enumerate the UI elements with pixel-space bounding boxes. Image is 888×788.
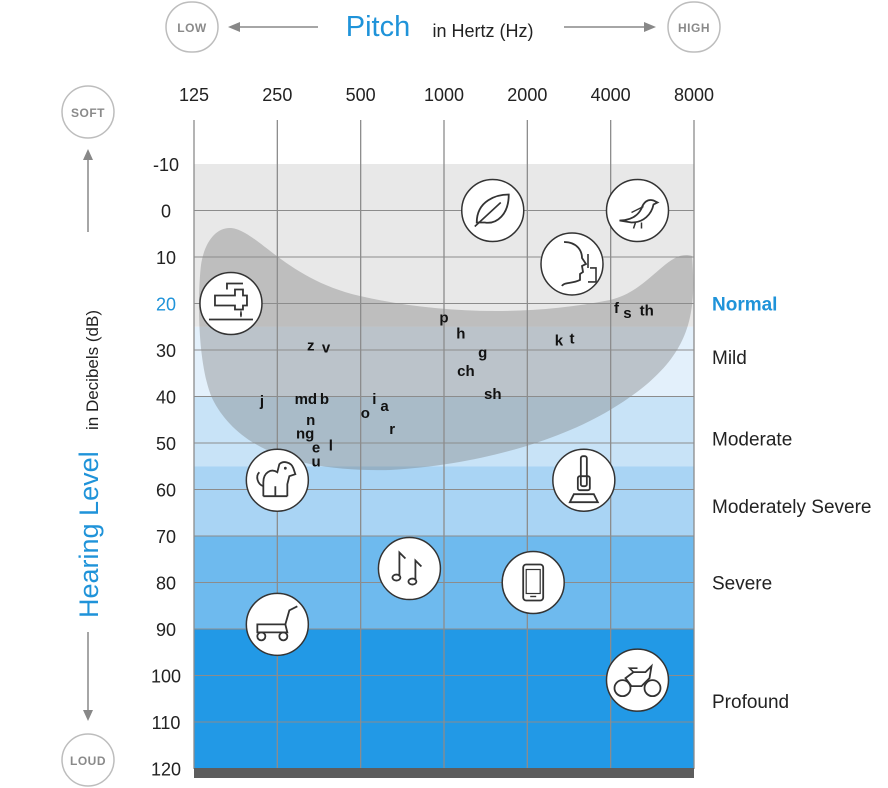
- x-tick-label: 8000: [674, 85, 714, 105]
- y-tick-labels: -10 0 10 20 30 40 50 60 70 80 90 100 110 120: [151, 155, 181, 780]
- soft-pill: SOFT: [61, 85, 115, 139]
- faucet-icon: [199, 271, 263, 336]
- y-tick-label: 100: [151, 667, 181, 687]
- x-tick-label: 250: [262, 85, 292, 105]
- band-label-mild: Mild: [712, 348, 747, 369]
- dog-icon: [245, 448, 310, 512]
- y-tick-label: 90: [156, 620, 176, 640]
- speech-sound: r: [389, 421, 395, 438]
- speech-sound: j: [259, 393, 264, 410]
- y-tick-label: 110: [152, 713, 181, 733]
- level-header: SOFT Hearing Level in Decibels (dB) LOUD: [61, 85, 115, 787]
- music-notes-icon: [377, 536, 442, 601]
- y-tick-label: 40: [156, 388, 176, 408]
- environmental-sound-icons: [199, 178, 670, 712]
- soft-label: SOFT: [71, 106, 105, 120]
- y-tick-label: 80: [156, 574, 176, 594]
- speech-sound: sh: [484, 386, 502, 403]
- y-tick-label: 10: [156, 248, 176, 268]
- speech-sound: u: [311, 454, 320, 471]
- y-tick-label: -10: [153, 155, 179, 175]
- y-tick-label: 70: [156, 527, 176, 547]
- level-title: Hearing Level: [74, 451, 104, 618]
- whisper-icon: [540, 232, 604, 296]
- y-tick-label: 20: [156, 295, 176, 315]
- bird-icon: [605, 178, 670, 243]
- vacuum-icon: [552, 448, 616, 512]
- x-tick-label: 4000: [591, 85, 631, 105]
- speech-sound: th: [640, 302, 654, 319]
- speech-sound: p: [439, 309, 448, 326]
- x-tick-label: 2000: [507, 85, 547, 105]
- band-label-moderate: Moderate: [712, 429, 792, 450]
- down-arrow-icon: [83, 632, 93, 721]
- speech-sound: ch: [457, 363, 475, 380]
- speech-sound: k: [555, 333, 564, 350]
- speech-sound: d: [308, 391, 317, 408]
- high-pill: HIGH: [667, 1, 721, 53]
- speech-sound: i: [372, 391, 376, 408]
- speech-sound: f: [614, 300, 620, 317]
- y-tick-label: 50: [156, 434, 176, 454]
- up-arrow-icon: [83, 149, 93, 232]
- motorcycle-icon: [605, 648, 670, 712]
- speech-sound: l: [329, 437, 333, 454]
- low-label: LOW: [177, 21, 207, 35]
- speech-sound: z: [307, 337, 315, 354]
- speech-sound: g: [478, 344, 487, 361]
- gridlines: [193, 120, 695, 769]
- pitch-header: LOW Pitch in Hertz (Hz) HIGH: [165, 1, 721, 53]
- speech-sound: b: [320, 391, 329, 408]
- speech-sound: ng: [296, 426, 314, 443]
- y-tick-label: 120: [151, 760, 181, 780]
- level-title-suffix: in Decibels (dB): [83, 310, 102, 430]
- x-tick-label: 125: [179, 85, 209, 105]
- band-label-profound: Profound: [712, 692, 789, 713]
- leaf-icon: [460, 178, 525, 243]
- y-tick-label: 30: [156, 341, 176, 361]
- speech-sound: a: [380, 398, 389, 415]
- speech-sound: m: [295, 391, 308, 408]
- phone-icon: [501, 550, 565, 615]
- y-tick-label: 0: [161, 202, 171, 222]
- speech-sound: e: [312, 440, 320, 457]
- loud-pill: LOUD: [61, 733, 115, 787]
- lawnmower-icon: [245, 592, 310, 657]
- speech-sound: n: [306, 412, 315, 429]
- x-tick-label: 500: [346, 85, 376, 105]
- x-tick-label: 1000: [424, 85, 464, 105]
- band-label-normal: Normal: [712, 295, 777, 316]
- speech-sound: o: [361, 405, 370, 422]
- speech-banana-shape: [198, 227, 694, 471]
- left-arrow-icon: [228, 22, 318, 32]
- right-arrow-icon: [564, 22, 656, 32]
- pitch-title: Pitch: [346, 11, 410, 43]
- baseline-bar: [194, 768, 694, 778]
- speech-sound: v: [322, 340, 331, 357]
- speech-sound: h: [456, 326, 465, 343]
- speech-sound: s: [623, 305, 631, 322]
- band-labels: Normal Mild Moderate Moderately Severe Sever…: [712, 295, 871, 714]
- band-label-severe: Severe: [712, 574, 772, 595]
- speech-banana: [198, 227, 694, 471]
- loud-label: LOUD: [70, 754, 106, 768]
- y-tick-label: 60: [156, 481, 176, 501]
- pitch-title-suffix: in Hertz (Hz): [432, 21, 533, 41]
- band-label-moderately-severe: Moderately Severe: [712, 497, 871, 518]
- speech-sound: t: [570, 330, 575, 347]
- x-tick-labels: 125 250 500 1000 2000 4000 8000: [179, 85, 714, 105]
- high-label: HIGH: [678, 21, 710, 35]
- low-pill: LOW: [165, 1, 219, 53]
